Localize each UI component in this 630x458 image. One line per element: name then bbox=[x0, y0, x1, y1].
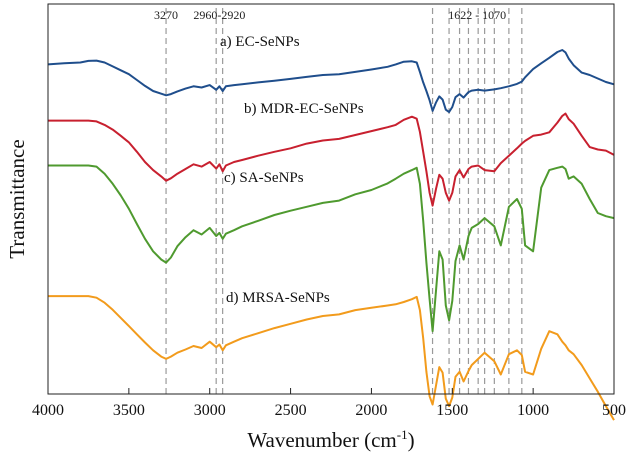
series-labels: a) EC-SeNPs b) MDR-EC-SeNPs c) SA-SeNPs d) … bbox=[220, 34, 364, 306]
series-line bbox=[48, 164, 615, 333]
series-label: b) MDR-EC-SeNPs bbox=[244, 101, 364, 117]
reference-lines bbox=[165, 8, 523, 394]
series-label: d) MRSA-SeNPs bbox=[226, 290, 330, 306]
x-tick-label: 3000 bbox=[194, 402, 226, 419]
x-tick-label: 2000 bbox=[355, 402, 387, 419]
x-tick-label: 2500 bbox=[275, 402, 307, 419]
x-axis-title: Wavenumber (cm-1) bbox=[247, 427, 414, 452]
x-tick-label: 1500 bbox=[436, 402, 468, 419]
series-line bbox=[48, 295, 615, 421]
annotations: 3270 2960-2920 1622 - 1070 bbox=[154, 8, 506, 22]
series-layer bbox=[47, 49, 615, 421]
series-label: c) SA-SeNPs bbox=[224, 170, 304, 186]
x-tick-label: 4000 bbox=[32, 402, 64, 419]
x-tick-label: 1000 bbox=[517, 402, 549, 419]
peak-annotation: 2960-2920 bbox=[193, 8, 245, 22]
series-line bbox=[47, 49, 615, 113]
peak-annotation: 1622 - 1070 bbox=[448, 8, 506, 22]
x-axis-title-close: ) bbox=[408, 428, 415, 452]
peak-annotation: 3270 bbox=[154, 8, 178, 22]
y-axis-title: Transmittance bbox=[5, 139, 29, 258]
x-axis-title-superscript: -1 bbox=[397, 427, 408, 442]
plot-frame bbox=[47, 3, 615, 395]
x-tick-label: 500 bbox=[602, 402, 626, 419]
series-line bbox=[48, 112, 615, 207]
series-label: a) EC-SeNPs bbox=[220, 34, 300, 50]
x-axis-ticks: 4000 3500 3000 2500 2000 1500 1000 500 bbox=[32, 388, 626, 419]
x-axis-title-main: Wavenumber (cm bbox=[247, 428, 396, 452]
x-tick-label: 3500 bbox=[113, 402, 145, 419]
